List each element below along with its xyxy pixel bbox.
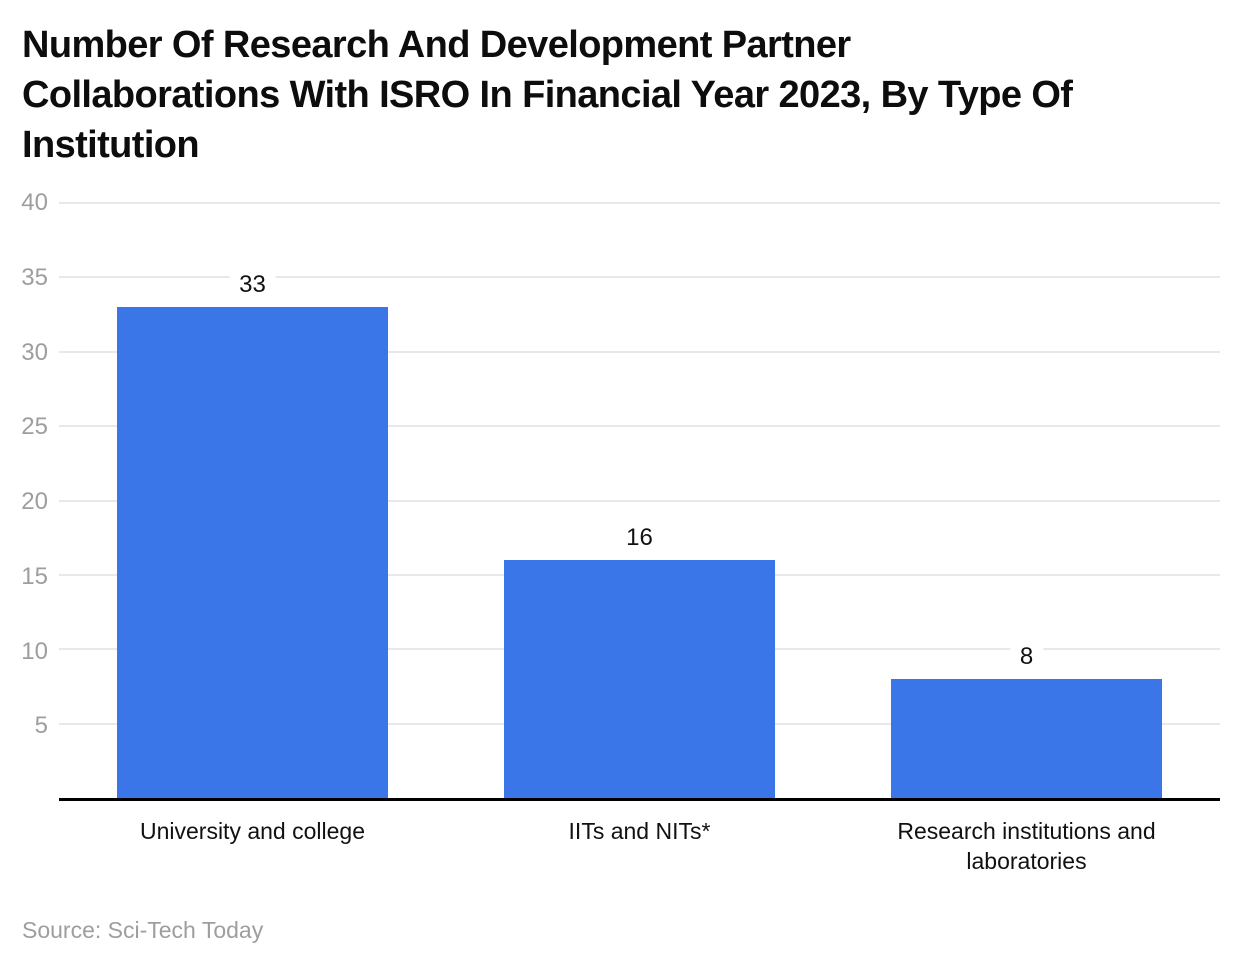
y-axis: 5 10 15 20 25 30 35 40 [0, 191, 48, 801]
chart-title-line-1: Number Of Research And Development Partn… [22, 24, 851, 66]
bar-value-label-1: 33 [229, 272, 276, 299]
y-tick-label-30: 30 [21, 338, 48, 366]
y-tick-label-40: 40 [21, 189, 48, 216]
x-category-label-3: Research institutions and laboratories [897, 818, 1156, 874]
chart-title-line-2: Collaborations With ISRO In Financial Ye… [22, 74, 1073, 116]
bar-3 [891, 679, 1162, 798]
bar-value-label-3: 8 [1009, 644, 1044, 670]
y-tick-label-20: 20 [21, 488, 48, 515]
gridline-40 [59, 202, 1220, 204]
bar-2 [504, 560, 775, 798]
gridline-30 [59, 350, 1220, 353]
gridline-20 [59, 499, 1220, 502]
gridline-35 [59, 276, 1220, 279]
x-category-label-2: IITs and NITs* [568, 818, 711, 844]
y-tick-label-15: 15 [21, 562, 48, 590]
y-tick-label-35: 35 [21, 263, 48, 291]
source-note: Source: Sci-Tech Today [22, 917, 264, 943]
chart-title: Number Of Research And Development Partn… [22, 20, 1222, 170]
y-tick-label-25: 25 [21, 413, 48, 441]
gridline-25 [59, 425, 1220, 428]
bar-1 [117, 307, 388, 798]
chart-title-line-3: Institution [22, 124, 200, 166]
bar-value-label-2: 16 [616, 525, 663, 551]
y-tick-label-10: 10 [21, 637, 48, 665]
plot-area: 33 16 8 [59, 202, 1220, 801]
y-tick-label-5: 5 [34, 712, 48, 740]
x-category-label-1: University and college [139, 818, 365, 844]
